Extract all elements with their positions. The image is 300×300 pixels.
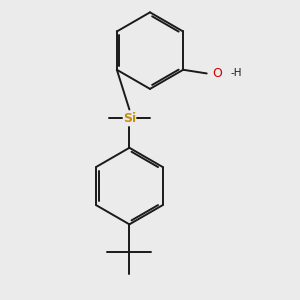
Text: Si: Si [123, 112, 136, 125]
Text: -H: -H [230, 68, 242, 78]
Text: O: O [212, 67, 222, 80]
